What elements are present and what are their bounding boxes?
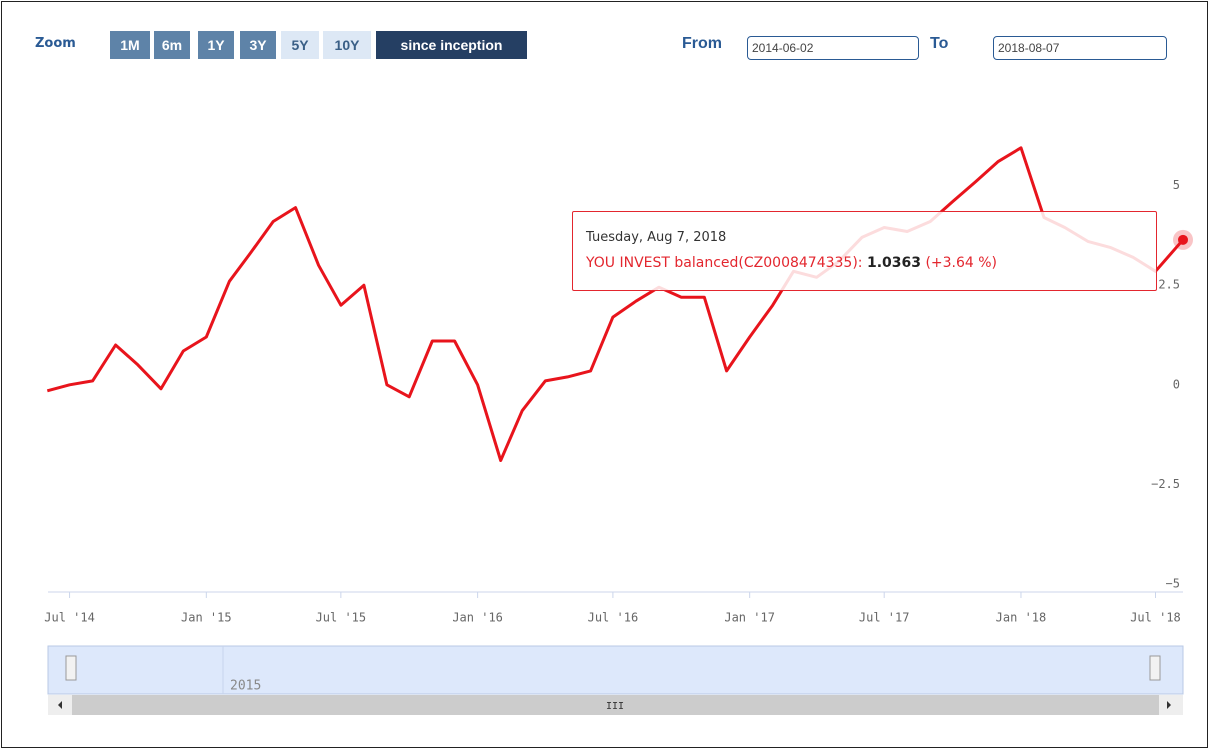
series-line — [46, 146, 1185, 462]
zoom-button[interactable]: 1Y — [198, 31, 234, 59]
y-tick-label: −2.5 — [1151, 477, 1180, 491]
x-tick-label: Jul '17 — [859, 611, 910, 625]
tooltip-series: YOU INVEST balanced(CZ0008474335): — [586, 255, 867, 271]
x-tick-label: Jul '16 — [588, 611, 639, 625]
y-tick-label: 0 — [1173, 377, 1180, 391]
from-input[interactable]: 2014-06-02 — [747, 36, 919, 60]
plot-area — [48, 98, 1183, 592]
tooltip-change: (+3.64 %) — [925, 255, 998, 271]
zoom-label: Zoom — [35, 36, 76, 51]
scrollbar-grip: III — [606, 701, 624, 712]
scroll-left[interactable] — [58, 701, 62, 709]
x-tick-label: Jul '14 — [44, 611, 95, 625]
to-input[interactable]: 2018-08-07 — [993, 36, 1167, 60]
y-tick-label: 2.5 — [1158, 278, 1180, 292]
scrollbar-thumb[interactable] — [72, 695, 1159, 715]
y-tick-label: −5 — [1166, 577, 1180, 591]
zoom-button[interactable]: 3Y — [240, 31, 276, 59]
hover-point — [1178, 234, 1188, 245]
zoom-button[interactable]: 6m — [154, 31, 190, 59]
navigator-handle[interactable] — [65, 655, 77, 681]
tooltip-date: Tuesday, Aug 7, 2018 — [586, 230, 727, 245]
x-tick-label: Jan '18 — [996, 611, 1047, 625]
x-tick-label: Jan '15 — [181, 611, 232, 625]
tooltip-line: YOU INVEST balanced(CZ0008474335): 1.036… — [586, 255, 997, 271]
tooltip: Tuesday, Aug 7, 2018 YOU INVEST balanced… — [572, 211, 1157, 291]
zoom-button[interactable]: since inception — [376, 31, 527, 59]
zoom-button[interactable]: 10Y — [323, 31, 371, 59]
tooltip-price: 1.0363 — [866, 255, 921, 271]
y-tick-label: 5 — [1173, 178, 1180, 192]
x-tick-label: Jan '16 — [452, 611, 503, 625]
zoom-button[interactable]: 1M — [110, 31, 150, 59]
navigator-handle[interactable] — [1149, 655, 1161, 681]
navigator-mask[interactable] — [47, 645, 1184, 695]
x-tick-label: Jul '18 — [1130, 611, 1181, 625]
zoom-button[interactable]: 5Y — [281, 31, 319, 59]
scroll-right[interactable] — [1167, 701, 1171, 709]
x-tick-label: Jul '15 — [316, 611, 367, 625]
to-label: To — [930, 35, 949, 52]
from-label: From — [682, 35, 722, 52]
navigator-label: 2015 — [230, 679, 261, 694]
x-tick-label: Jan '17 — [724, 611, 775, 625]
